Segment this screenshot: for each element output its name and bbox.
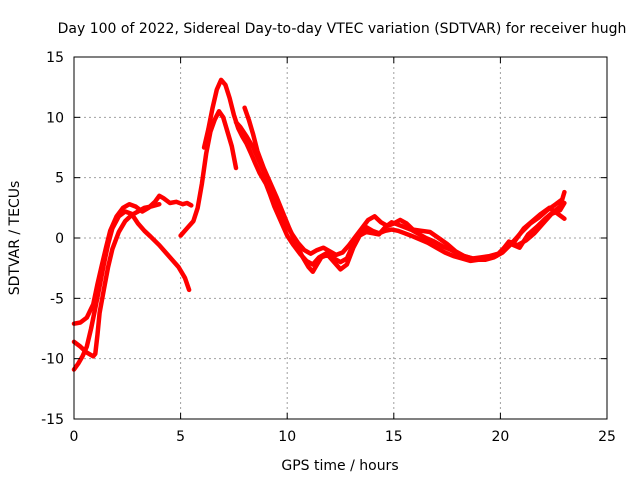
y-tick-label: 0 [55, 231, 64, 247]
y-tick-label: -5 [50, 291, 64, 307]
x-tick-label: 20 [491, 429, 509, 445]
y-tick-label: -10 [41, 352, 64, 368]
series-track-4 [178, 109, 239, 238]
y-tick-label: 10 [46, 110, 64, 126]
x-axis-tick-labels: 0 5 10 15 20 25 [70, 429, 616, 445]
chart-title: Day 100 of 2022, Sidereal Day-to-day VTE… [58, 21, 627, 37]
grid-lines [74, 57, 607, 419]
data-series [71, 77, 567, 372]
x-tick-label: 25 [598, 429, 616, 445]
y-axis-label: SDTVAR / TECUs [7, 181, 23, 296]
x-tick-label: 5 [176, 429, 185, 445]
x-tick-label: 10 [278, 429, 296, 445]
x-axis-label: GPS time / hours [281, 458, 398, 474]
series-track-8 [498, 200, 567, 255]
y-axis-tick-labels: -15 -10 -5 0 5 10 15 [41, 50, 64, 428]
x-tick-label: 0 [70, 429, 79, 445]
series-track-5 [201, 77, 565, 267]
series-track-2 [71, 209, 192, 372]
y-tick-label: 15 [46, 50, 64, 66]
y-tick-label: 5 [55, 171, 64, 187]
series-track-3 [71, 201, 162, 359]
axis-ticks [73, 56, 608, 420]
x-tick-label: 15 [385, 429, 403, 445]
series-track-1 [71, 193, 194, 326]
y-tick-label: -15 [41, 412, 64, 428]
